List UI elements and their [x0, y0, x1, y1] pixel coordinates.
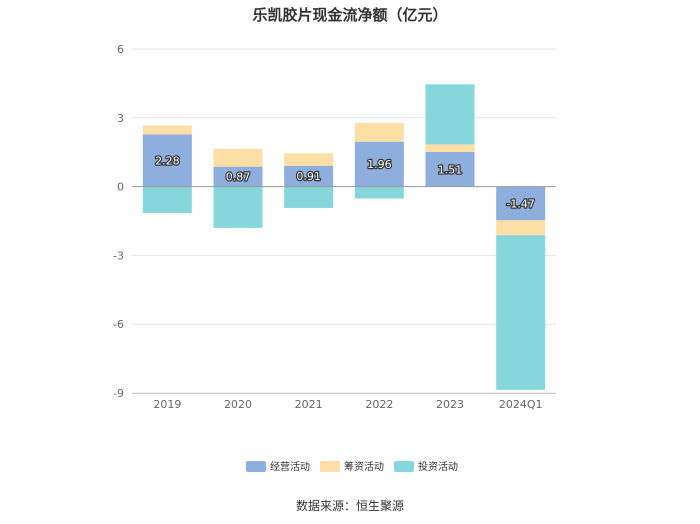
legend: 经营活动 筹资活动 投资活动	[246, 460, 458, 473]
bar-segment	[284, 165, 334, 187]
legend-swatch	[320, 461, 340, 472]
y-tick-label: -3	[113, 249, 124, 262]
y-axis: 6 3 0 -3 -6 -9	[113, 43, 124, 400]
bar-segment	[142, 186, 192, 213]
x-axis: 2019 2020 2021 2022 2023 2024Q1	[132, 393, 556, 411]
legend-swatch	[246, 461, 266, 472]
x-tick-label: 2020	[224, 398, 252, 411]
bar-segment	[354, 186, 404, 199]
legend-swatch	[394, 461, 414, 472]
y-tick-label: 3	[117, 112, 124, 125]
legend-label: 投资活动	[418, 460, 458, 473]
data-label: 1.51	[438, 163, 463, 176]
x-tick-label: 2021	[295, 398, 323, 411]
bar-segment	[496, 220, 546, 236]
grid-lines	[132, 48, 556, 394]
bar-segment	[213, 148, 263, 167]
x-tick-label: 2023	[436, 398, 464, 411]
bar-segment	[496, 235, 546, 390]
data-labels: 2.28 0.87 0.91 1.96 1.51 -1.47	[154, 153, 536, 211]
legend-label: 筹资活动	[344, 460, 384, 473]
data-label: 0.87	[226, 171, 251, 184]
y-tick-label: -6	[113, 318, 124, 331]
x-tick-label: 2022	[365, 398, 393, 411]
bar-segment	[425, 144, 475, 152]
y-tick-label: -9	[113, 387, 124, 400]
bar-segment	[284, 153, 334, 166]
bar-series	[142, 84, 546, 390]
legend-label: 经营活动	[270, 460, 310, 473]
bar-segment	[213, 186, 263, 228]
bar-segment	[354, 141, 404, 187]
bar-segment	[142, 125, 192, 135]
bar-segment	[425, 84, 475, 145]
data-label: 0.91	[296, 170, 321, 183]
y-tick-label: 0	[117, 181, 124, 194]
bar-segment	[284, 186, 334, 208]
bar-segment	[425, 151, 475, 187]
x-tick-label: 2019	[153, 398, 181, 411]
data-label: 2.28	[155, 154, 180, 167]
x-tick-label: 2024Q1	[499, 398, 543, 411]
chart-title: 乐凯胶片现金流净额（亿元）	[252, 6, 448, 24]
data-label: -1.47	[506, 197, 534, 210]
bar-segment	[142, 134, 192, 187]
bar-segment	[213, 166, 263, 187]
source-note: 数据来源：恒生聚源	[295, 499, 404, 513]
y-tick-label: 6	[117, 43, 124, 56]
bar-segment	[354, 122, 404, 142]
bar-segment	[496, 186, 546, 221]
data-label: 1.96	[367, 158, 392, 171]
